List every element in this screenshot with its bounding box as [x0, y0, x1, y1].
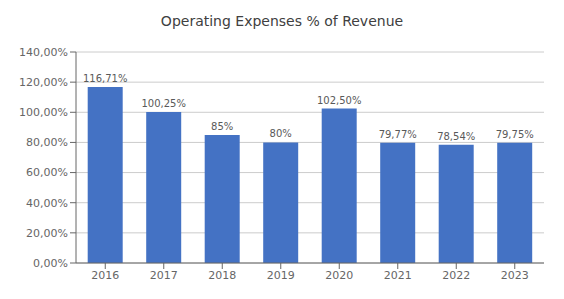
svg-text:80,00%: 80,00% [26, 136, 68, 149]
svg-text:2016: 2016 [91, 269, 119, 282]
svg-text:100,25%: 100,25% [141, 98, 186, 109]
svg-text:79,77%: 79,77% [379, 129, 417, 140]
svg-text:102,50%: 102,50% [317, 95, 362, 106]
svg-text:85%: 85% [211, 121, 233, 132]
svg-text:2018: 2018 [208, 269, 236, 282]
html-text:Operating Expenses % of Revenu: Operating Expenses % of Revenue [160, 13, 404, 29]
svg-text:0,00%: 0,00% [33, 257, 68, 270]
svg-text:116,71%: 116,71% [83, 73, 128, 84]
svg-text:80%: 80% [270, 128, 292, 139]
svg-text:140,00%: 140,00% [19, 46, 68, 59]
svg-text:2017: 2017 [150, 269, 178, 282]
svg-text:120,00%: 120,00% [19, 76, 68, 89]
svg-text:100,00%: 100,00% [19, 106, 68, 119]
svg-text:2022: 2022 [442, 269, 470, 282]
svg-text:78,54%: 78,54% [437, 131, 475, 142]
svg-text:2019: 2019 [267, 269, 295, 282]
svg-text:40,00%: 40,00% [26, 197, 68, 210]
svg-text:79,75%: 79,75% [496, 129, 534, 140]
svg-text:2021: 2021 [384, 269, 412, 282]
svg-text:2020: 2020 [325, 269, 353, 282]
svg-text:2023: 2023 [501, 269, 529, 282]
svg-text:20,00%: 20,00% [26, 227, 68, 240]
svg-text:60,00%: 60,00% [26, 166, 68, 179]
